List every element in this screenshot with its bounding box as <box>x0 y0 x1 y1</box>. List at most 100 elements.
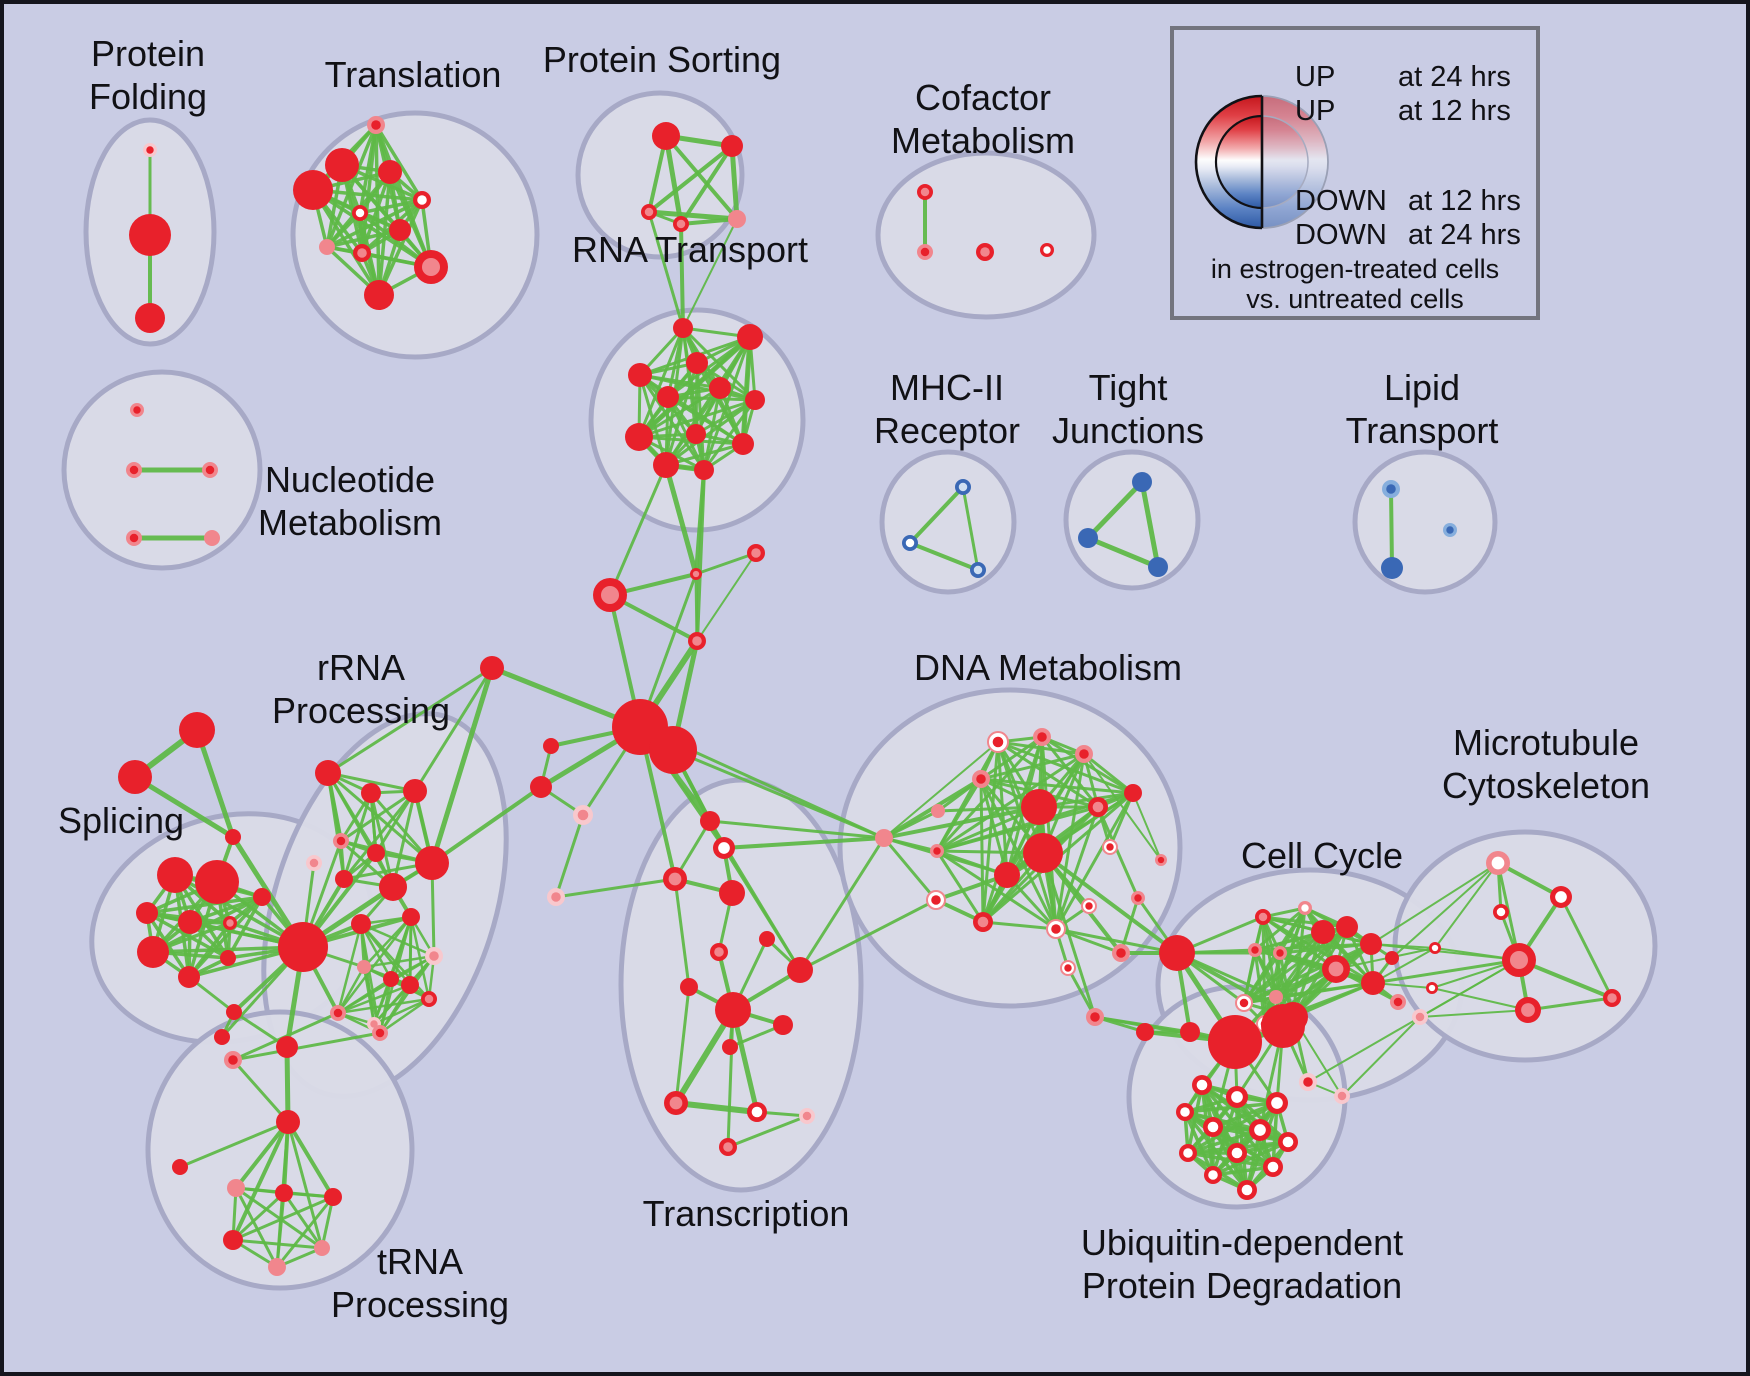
node-center <box>1043 246 1051 254</box>
node <box>773 1015 793 1035</box>
node <box>1180 1022 1200 1042</box>
edge <box>726 1008 735 1149</box>
node <box>379 873 407 901</box>
node <box>178 910 202 934</box>
cluster-label-ubiquitin-degradation: Ubiquitin-dependent <box>1081 1222 1403 1263</box>
node-center <box>718 842 730 854</box>
node-center <box>600 585 620 605</box>
node <box>530 776 552 798</box>
node-center <box>920 187 930 197</box>
node-center <box>751 548 761 558</box>
cluster-label-microtubule-cytoskeleton: Microtubule <box>1453 722 1639 763</box>
cluster-tight-junctions <box>1063 449 1201 591</box>
node-center <box>129 465 139 475</box>
edge <box>282 1191 324 1250</box>
cluster-label-cell-cycle: Cell Cycle <box>1241 835 1403 876</box>
node-center <box>336 836 346 846</box>
node <box>700 811 720 831</box>
edge <box>325 228 402 249</box>
edge <box>608 463 668 597</box>
edge <box>961 485 980 572</box>
legend-up-12-dir: UP <box>1295 95 1335 127</box>
node-center <box>228 1055 238 1065</box>
edge <box>1370 862 1499 945</box>
edge <box>883 741 999 839</box>
edge <box>284 1044 291 1125</box>
edge <box>1391 862 1499 959</box>
edge <box>664 134 739 221</box>
node-center <box>980 247 990 257</box>
node <box>480 656 504 680</box>
edge <box>178 1120 290 1169</box>
edge <box>554 813 585 899</box>
edge <box>1054 791 1135 931</box>
legend-up-12-time: at 12 hrs <box>1398 95 1511 127</box>
edge <box>674 985 691 1105</box>
node <box>364 280 394 310</box>
edge <box>151 895 264 954</box>
node <box>1159 935 1195 971</box>
edge <box>1054 927 1179 955</box>
cluster-label-trna-processing: Processing <box>331 1284 509 1325</box>
cluster-label-ubiquitin-degradation: Protein Degradation <box>1082 1265 1402 1306</box>
node <box>319 239 335 255</box>
edge <box>908 541 980 572</box>
node <box>657 386 679 408</box>
cluster-lipid-transport <box>1352 449 1498 595</box>
node-center <box>226 919 234 927</box>
node-center <box>129 533 139 543</box>
cluster-label-tight-junctions: Junctions <box>1052 410 1204 451</box>
cluster-label-trna-processing: tRNA <box>377 1241 463 1282</box>
node <box>1360 933 1382 955</box>
node <box>220 950 236 966</box>
node <box>732 433 754 455</box>
edge <box>286 1120 335 1199</box>
node-center <box>1303 1077 1313 1087</box>
node-center <box>424 994 434 1004</box>
node <box>118 760 152 794</box>
edge <box>342 789 417 881</box>
edge <box>378 983 412 1035</box>
edge <box>1139 479 1161 570</box>
edge <box>1419 959 1520 1018</box>
edge <box>729 143 740 222</box>
node <box>226 1004 242 1020</box>
node <box>129 214 171 256</box>
edge <box>695 468 706 643</box>
node <box>625 423 653 451</box>
node <box>694 460 714 480</box>
node <box>686 352 708 374</box>
node-center <box>1241 1184 1253 1196</box>
node-center <box>421 257 441 277</box>
node-center <box>992 736 1004 748</box>
node <box>1132 472 1152 492</box>
cluster-label-rrna-processing: Processing <box>272 690 450 731</box>
cluster-label-lipid-transport: Transport <box>1346 410 1499 451</box>
edge <box>1211 1165 1275 1177</box>
node <box>1078 528 1098 548</box>
node <box>680 978 698 996</box>
edge <box>372 997 431 1026</box>
edge <box>234 1186 279 1269</box>
legend-down-12-time: at 12 hrs <box>1408 185 1521 217</box>
edge <box>664 442 745 467</box>
legend-down-24-dir: DOWN <box>1295 219 1387 251</box>
edge <box>935 849 1058 931</box>
node <box>351 914 371 934</box>
node <box>653 452 679 478</box>
node-center <box>668 872 682 886</box>
edge <box>378 997 431 1035</box>
node <box>278 922 328 972</box>
edge <box>413 666 494 793</box>
node-center <box>1090 1012 1100 1022</box>
node <box>325 148 359 182</box>
edge <box>908 485 965 545</box>
edge <box>673 1100 760 1115</box>
node <box>745 390 765 410</box>
nodes <box>118 116 1621 1276</box>
edge <box>1434 862 1499 949</box>
node-center <box>1386 484 1396 494</box>
node-center <box>1282 1136 1294 1148</box>
edge <box>326 771 417 793</box>
edge <box>679 144 734 226</box>
